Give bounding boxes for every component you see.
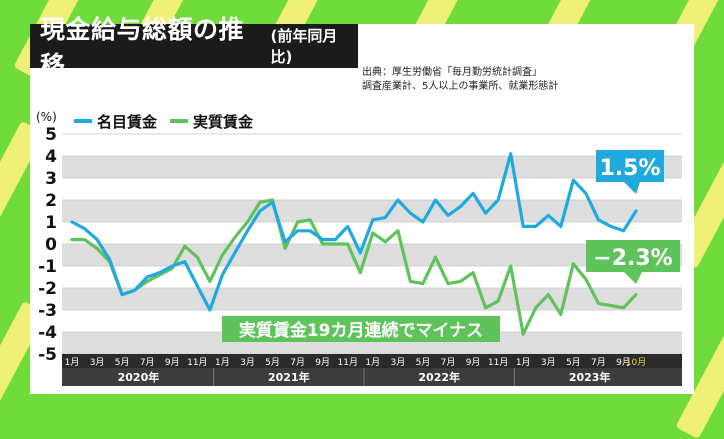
x-tick-label: 5月 [416, 357, 431, 368]
x-tick-label: 5月 [115, 357, 130, 368]
y-tick-label: -3 [38, 301, 57, 321]
y-tick-label: -1 [38, 257, 57, 277]
y-tick-label: 1 [45, 213, 57, 233]
x-tick-label: 1月 [365, 357, 380, 368]
grid-band [62, 332, 682, 354]
grid-band [62, 244, 682, 266]
x-tick-label: 5月 [566, 357, 581, 368]
real-value-badge [586, 240, 680, 272]
real-badge-pointer [624, 272, 642, 284]
x-tick-label: 9月 [466, 357, 481, 368]
nominal-value-badge [596, 150, 664, 182]
x-tick-label: 9月 [616, 357, 631, 368]
title-sub: (前年同月比) [270, 27, 338, 66]
grid-band [62, 156, 682, 178]
x-tick-label: 7月 [441, 357, 456, 368]
real-value-label: −2.3% [593, 246, 672, 271]
y-tick-label: -2 [38, 279, 57, 299]
x-tick-label: 3月 [90, 357, 105, 368]
x-tick-label: 11月 [187, 357, 207, 368]
year-label: 2023年 [569, 370, 611, 384]
x-tick-label: 3月 [541, 357, 556, 368]
source-line-2: 調査産業計、5人以上の事業所、就業形態計 [362, 81, 559, 92]
legend-label-real: 実質賃金 [193, 113, 254, 131]
x-tick-label: 5月 [265, 357, 280, 368]
y-tick-label: 3 [45, 169, 57, 189]
x-tick-label: 11月 [488, 357, 508, 368]
x-tick-label: 7月 [140, 357, 155, 368]
page-title: 現金給与総額の推移 (前年同月比) [30, 15, 358, 80]
grid-band [62, 288, 682, 310]
y-tick-label: -4 [38, 323, 57, 343]
x-tick-label: 9月 [315, 357, 330, 368]
nominal-value-label: 1.5% [599, 156, 660, 181]
y-tick-label: 2 [45, 191, 57, 211]
year-label: 2020年 [118, 370, 160, 384]
source-note: 出典：厚生労働省「毎月勤労統計調査」 調査産業計、5人以上の事業所、就業形態計 [362, 66, 558, 94]
source-line-1: 出典：厚生労働省「毎月勤労統計調査」 [362, 67, 542, 78]
y-tick-label: 0 [45, 235, 57, 255]
y-tick-label: 4 [45, 147, 57, 167]
x-tick-label: 3月 [240, 357, 255, 368]
x-tick-label: 1月 [215, 357, 230, 368]
callout-text: 実質賃金19カ月連続でマイナス [239, 320, 483, 341]
x-tick-label: 10月 [626, 357, 646, 368]
series-line-nominal [70, 152, 638, 312]
title-main: 現金給与総額の推移 [40, 15, 245, 80]
month-strip [62, 354, 682, 368]
x-tick-label: 7月 [591, 357, 606, 368]
year-strip [62, 368, 682, 386]
grid-band [62, 200, 682, 222]
x-tick-label: 1月 [516, 357, 531, 368]
year-label: 2021年 [268, 370, 310, 384]
x-tick-label: 9月 [165, 357, 180, 368]
x-tick-label: 11月 [338, 357, 358, 368]
x-tick-label: 1月 [65, 357, 80, 368]
x-tick-label: 3月 [390, 357, 405, 368]
x-tick-label: 7月 [290, 357, 305, 368]
year-label: 2022年 [418, 370, 460, 384]
nominal-badge-pointer [624, 182, 640, 194]
y-tick-label: 5 [45, 125, 57, 145]
y-tick-label: -5 [38, 345, 57, 365]
series-line-real [70, 198, 638, 336]
callout-box [222, 316, 500, 342]
legend-label-nominal: 名目賃金 [97, 113, 158, 131]
y-unit-label: (%) [36, 110, 57, 124]
